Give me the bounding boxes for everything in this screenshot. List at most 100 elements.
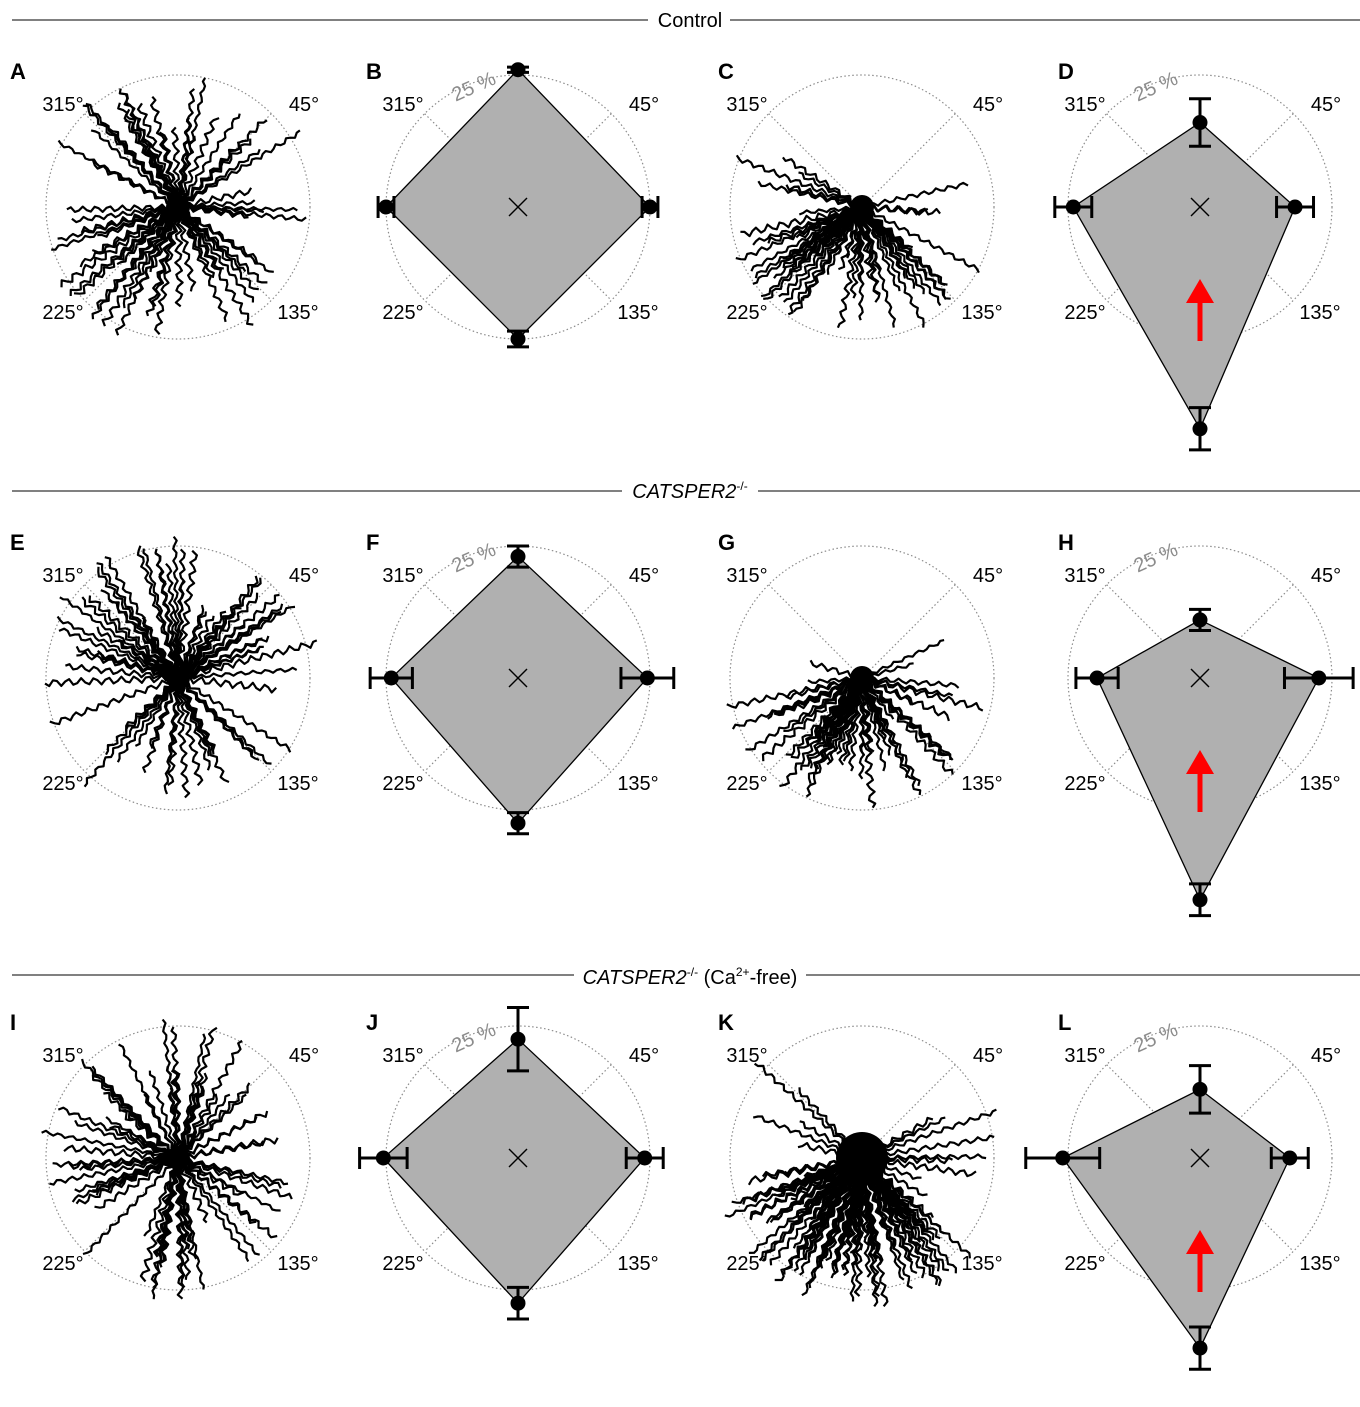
- ring-label-25-percent: 25 %: [449, 539, 500, 578]
- trajectory-origin-cluster: [166, 666, 190, 690]
- trajectory: [81, 596, 180, 679]
- angle-label-225: 225°: [726, 1253, 767, 1275]
- trajectory: [176, 677, 260, 761]
- trajectory: [177, 637, 263, 680]
- trajectory: [177, 1026, 218, 1159]
- data-point-180: [510, 1295, 526, 1311]
- trajectory: [142, 548, 180, 679]
- data-point-270: [1089, 670, 1105, 686]
- trajectory: [175, 1157, 186, 1289]
- angle-label-225: 225°: [42, 1253, 83, 1275]
- data-point-270: [383, 670, 399, 686]
- trajectory: [79, 205, 179, 268]
- trajectory: [176, 117, 193, 208]
- data-point-90: [639, 670, 655, 686]
- radar-area: [385, 68, 651, 340]
- angle-label-45: 45°: [973, 94, 1003, 116]
- angle-label-135: 135°: [277, 1253, 318, 1275]
- trajectory-origin-cluster: [836, 1132, 888, 1184]
- ring-25-percent: [729, 74, 995, 340]
- trajectory: [74, 1119, 179, 1159]
- angle-label-225: 225°: [1064, 302, 1105, 324]
- angle-label-225: 225°: [382, 302, 423, 324]
- trajectory: [174, 206, 197, 292]
- trajectory-origin-cluster: [166, 195, 190, 219]
- center-cross: [508, 668, 528, 688]
- trajectory: [91, 205, 179, 320]
- angle-label-315: 315°: [42, 565, 83, 587]
- trajectory: [66, 203, 179, 213]
- ring-25-percent: [1067, 1025, 1333, 1291]
- trajectory: [822, 676, 863, 748]
- center-cross: [1190, 197, 1210, 217]
- ring-label-25-percent: 25 %: [1131, 68, 1182, 107]
- trajectory: [145, 206, 180, 317]
- trajectory: [82, 1156, 179, 1256]
- panel-letter-e: E: [10, 530, 25, 555]
- angle-label-225: 225°: [726, 302, 767, 324]
- trajectory: [735, 154, 863, 208]
- panel-letter-a: A: [10, 59, 26, 84]
- trajectory: [172, 535, 181, 679]
- trajectory: [176, 677, 211, 757]
- panel-letter-g: G: [718, 530, 735, 555]
- trajectory: [860, 677, 952, 761]
- trajectory-origin-cluster: [850, 666, 874, 690]
- angle-label-135: 135°: [1299, 1253, 1340, 1275]
- ring-25-percent: [45, 74, 311, 340]
- trajectory: [177, 113, 241, 208]
- trajectory: [44, 673, 179, 688]
- section-header-control: Control: [12, 10, 1360, 32]
- data-point-270: [1055, 1150, 1071, 1166]
- trajectory: [51, 205, 179, 251]
- section-title-control: Control: [658, 10, 722, 32]
- trajectory: [785, 675, 863, 700]
- arrow-head: [1186, 750, 1214, 774]
- trajectory: [83, 676, 179, 788]
- trajectory: [858, 677, 875, 753]
- radar-area: [1096, 619, 1320, 902]
- trajectory: [148, 1070, 180, 1159]
- trajectory: [860, 207, 925, 328]
- angle-label-45: 45°: [629, 1045, 659, 1067]
- trajectory: [177, 666, 298, 681]
- trajectory: [58, 627, 179, 679]
- trajectory: [761, 676, 862, 762]
- trajectory: [174, 677, 191, 799]
- ring-25-percent: [45, 1025, 311, 1291]
- trajectory: [153, 1157, 180, 1258]
- data-point-90: [1311, 670, 1327, 686]
- trajectory: [177, 199, 256, 210]
- data-point-0: [510, 1031, 526, 1047]
- trajectory: [49, 675, 179, 726]
- angle-label-225: 225°: [726, 773, 767, 795]
- ring-25-percent: [729, 545, 995, 811]
- angle-label-45: 45°: [1311, 1045, 1341, 1067]
- angle-label-315: 315°: [42, 94, 83, 116]
- trajectory: [176, 206, 255, 303]
- angle-label-135: 135°: [277, 773, 318, 795]
- angle-label-225: 225°: [1064, 773, 1105, 795]
- section-title-catsper2-ca-free: CATSPER2-/- (Ca2+-free): [583, 965, 798, 989]
- angle-label-45: 45°: [973, 1045, 1003, 1067]
- section-header-catsper2-ca-free: CATSPER2-/- (Ca2+-free): [12, 965, 1360, 989]
- angle-label-225: 225°: [382, 1253, 423, 1275]
- trajectory: [168, 677, 180, 753]
- trajectory: [154, 206, 180, 335]
- trajectory: [96, 626, 180, 679]
- trajectory: [861, 204, 941, 216]
- trajectory: [49, 1155, 179, 1186]
- trajectory: [65, 663, 179, 681]
- trajectory: [158, 1157, 180, 1268]
- data-point-270: [375, 1150, 391, 1166]
- center-cross: [508, 1148, 528, 1168]
- gridline-315-135: [84, 584, 272, 772]
- ring-25-percent: [1067, 74, 1333, 340]
- angle-label-45: 45°: [289, 94, 319, 116]
- trajectory: [154, 552, 182, 679]
- trajectory: [177, 1110, 269, 1161]
- center-cross: [508, 197, 528, 217]
- ring-label-25-percent: 25 %: [1131, 1019, 1182, 1058]
- ring-25-percent: [45, 545, 311, 811]
